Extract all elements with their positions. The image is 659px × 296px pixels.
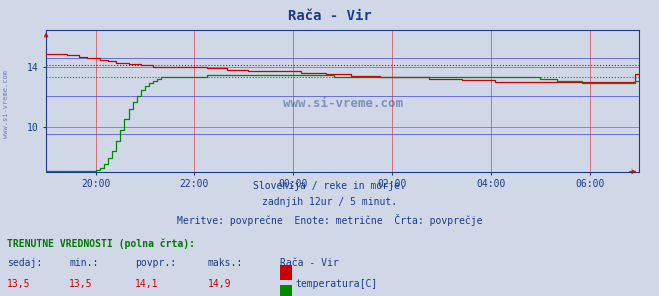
Text: 14,1: 14,1 xyxy=(135,279,159,289)
Text: www.si-vreme.com: www.si-vreme.com xyxy=(3,70,9,138)
Text: 14,9: 14,9 xyxy=(208,279,231,289)
Text: temperatura[C]: temperatura[C] xyxy=(296,279,378,289)
Text: min.:: min.: xyxy=(69,258,99,268)
Text: www.si-vreme.com: www.si-vreme.com xyxy=(283,97,403,110)
Text: 13,5: 13,5 xyxy=(69,279,93,289)
Text: zadnjih 12ur / 5 minut.: zadnjih 12ur / 5 minut. xyxy=(262,197,397,207)
Text: sedaj:: sedaj: xyxy=(7,258,42,268)
Text: maks.:: maks.: xyxy=(208,258,243,268)
Text: Rača - Vir: Rača - Vir xyxy=(280,258,339,268)
Text: Slovenija / reke in morje.: Slovenija / reke in morje. xyxy=(253,181,406,191)
Text: TRENUTNE VREDNOSTI (polna črta):: TRENUTNE VREDNOSTI (polna črta): xyxy=(7,238,194,249)
Text: povpr.:: povpr.: xyxy=(135,258,176,268)
Text: 13,5: 13,5 xyxy=(7,279,30,289)
Text: Rača - Vir: Rača - Vir xyxy=(287,9,372,23)
Text: Meritve: povprečne  Enote: metrične  Črta: povprečje: Meritve: povprečne Enote: metrične Črta:… xyxy=(177,214,482,226)
